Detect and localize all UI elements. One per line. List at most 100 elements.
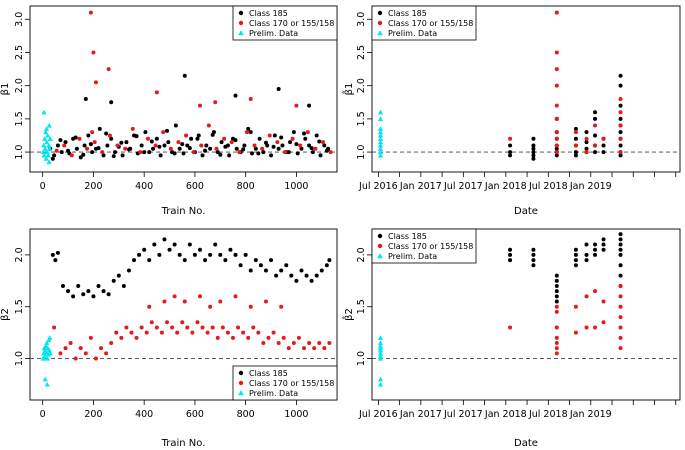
data-point-series-1 [90,130,95,135]
legend-marker [377,243,383,249]
x-axis-label: Date [514,206,538,217]
x-tick-label: Jan 2019 [569,181,612,192]
data-point-series-2 [377,350,384,356]
data-point-series-0 [309,146,314,151]
data-point-series-1 [154,325,159,330]
data-point-series-0 [88,142,93,147]
x-tick-label: 200 [84,181,102,192]
data-point-series-0 [573,136,578,141]
data-point-series-1 [312,346,317,351]
data-point-series-0 [288,140,293,145]
data-point-series-0 [147,150,152,155]
data-point-series-1 [266,335,271,340]
data-point-series-1 [584,136,589,141]
x-tick-label: Jan 2017 [399,409,442,420]
data-point-series-2 [44,139,50,145]
x-tick-label: Jul 2018 [528,181,568,192]
data-point-series-0 [177,252,182,257]
x-tick-label: 1000 [284,181,308,192]
data-point-series-0 [302,131,307,136]
data-point-series-0 [618,232,623,237]
data-point-series-2 [377,142,384,148]
data-point-series-2 [41,152,47,158]
data-point-series-1 [244,130,249,135]
data-point-series-1 [237,150,242,155]
data-points [377,232,623,387]
data-point-series-0 [618,237,623,242]
data-point-series-1 [138,150,143,155]
data-point-series-2 [377,340,384,346]
data-point-series-0 [279,135,284,140]
data-point-series-1 [134,335,139,340]
data-point-series-0 [508,247,513,252]
data-point-series-1 [85,146,90,151]
data-point-series-1 [328,150,333,155]
data-point-series-0 [618,247,623,252]
data-point-series-0 [319,268,324,273]
data-point-series-0 [126,147,131,152]
data-point-series-0 [162,143,167,148]
data-point-series-1 [593,143,598,148]
data-point-series-0 [601,247,606,252]
data-point-series-0 [76,284,81,288]
data-point-series-1 [161,130,166,135]
data-point-series-1 [296,335,301,340]
y-tick-label: 1.5 [356,111,367,126]
data-point-series-2 [47,146,53,151]
data-point-series-2 [42,353,48,359]
data-point-series-1 [573,130,578,135]
data-point-series-0 [248,268,253,273]
x-tick-label: Jan 2019 [569,409,612,420]
y-tick-label: 1.5 [356,299,367,314]
data-point-series-1 [170,325,175,330]
legend-marker [377,20,383,26]
data-point-series-0 [257,136,262,141]
data-point-series-1 [286,346,291,351]
data-point-series-0 [324,263,329,268]
data-point-series-0 [90,150,95,155]
data-point-series-0 [272,133,277,138]
x-tick-label: Jul 2018 [528,409,568,420]
y-tick-label: 3.0 [14,12,25,27]
data-point-series-0 [185,143,190,148]
chart-panel-p4: Jul 2016 Jan 2017 Jul 2017 Jan 2018 Jul 2018… [341,228,681,449]
data-point-series-2 [46,122,52,128]
data-point-series-0 [508,252,513,257]
data-point-series-0 [601,150,606,155]
data-point-series-0 [142,247,147,252]
data-point-series-0 [593,110,598,115]
y-tick-label: 1.0 [14,351,25,366]
data-point-series-0 [182,258,187,263]
data-point-series-0 [228,247,233,252]
data-point-series-1 [618,150,623,155]
data-point-series-0 [139,143,144,148]
data-point-series-1 [281,335,286,340]
y-tick-label: 3.0 [356,12,367,27]
data-point-series-0 [233,93,238,98]
data-point-series-0 [618,153,623,158]
data-point-series-1 [144,330,149,335]
legend-label: Class 170 or 155/158 [249,19,334,28]
data-point-series-0 [554,273,559,278]
data-point-series-2 [46,159,52,165]
legend-marker [238,10,244,16]
data-point-series-0 [258,263,263,268]
data-point-series-0 [593,252,598,257]
data-point-series-0 [242,143,247,148]
data-point-series-1 [584,294,589,299]
plot-frame [29,228,338,401]
data-point-series-1 [618,123,623,128]
data-point-series-1 [114,330,119,335]
data-point-series-1 [248,304,253,309]
data-point-series-2 [43,129,49,135]
y-tick-label: 1.0 [14,145,25,160]
data-point-series-1 [307,341,312,345]
data-point-series-0 [78,155,83,160]
data-point-series-0 [238,263,243,268]
data-point-series-0 [218,152,223,157]
x-tick-label: Jan 2018 [484,409,527,420]
data-point-series-0 [584,252,589,257]
data-point-series-2 [377,335,384,340]
data-point-series-0 [573,126,578,131]
